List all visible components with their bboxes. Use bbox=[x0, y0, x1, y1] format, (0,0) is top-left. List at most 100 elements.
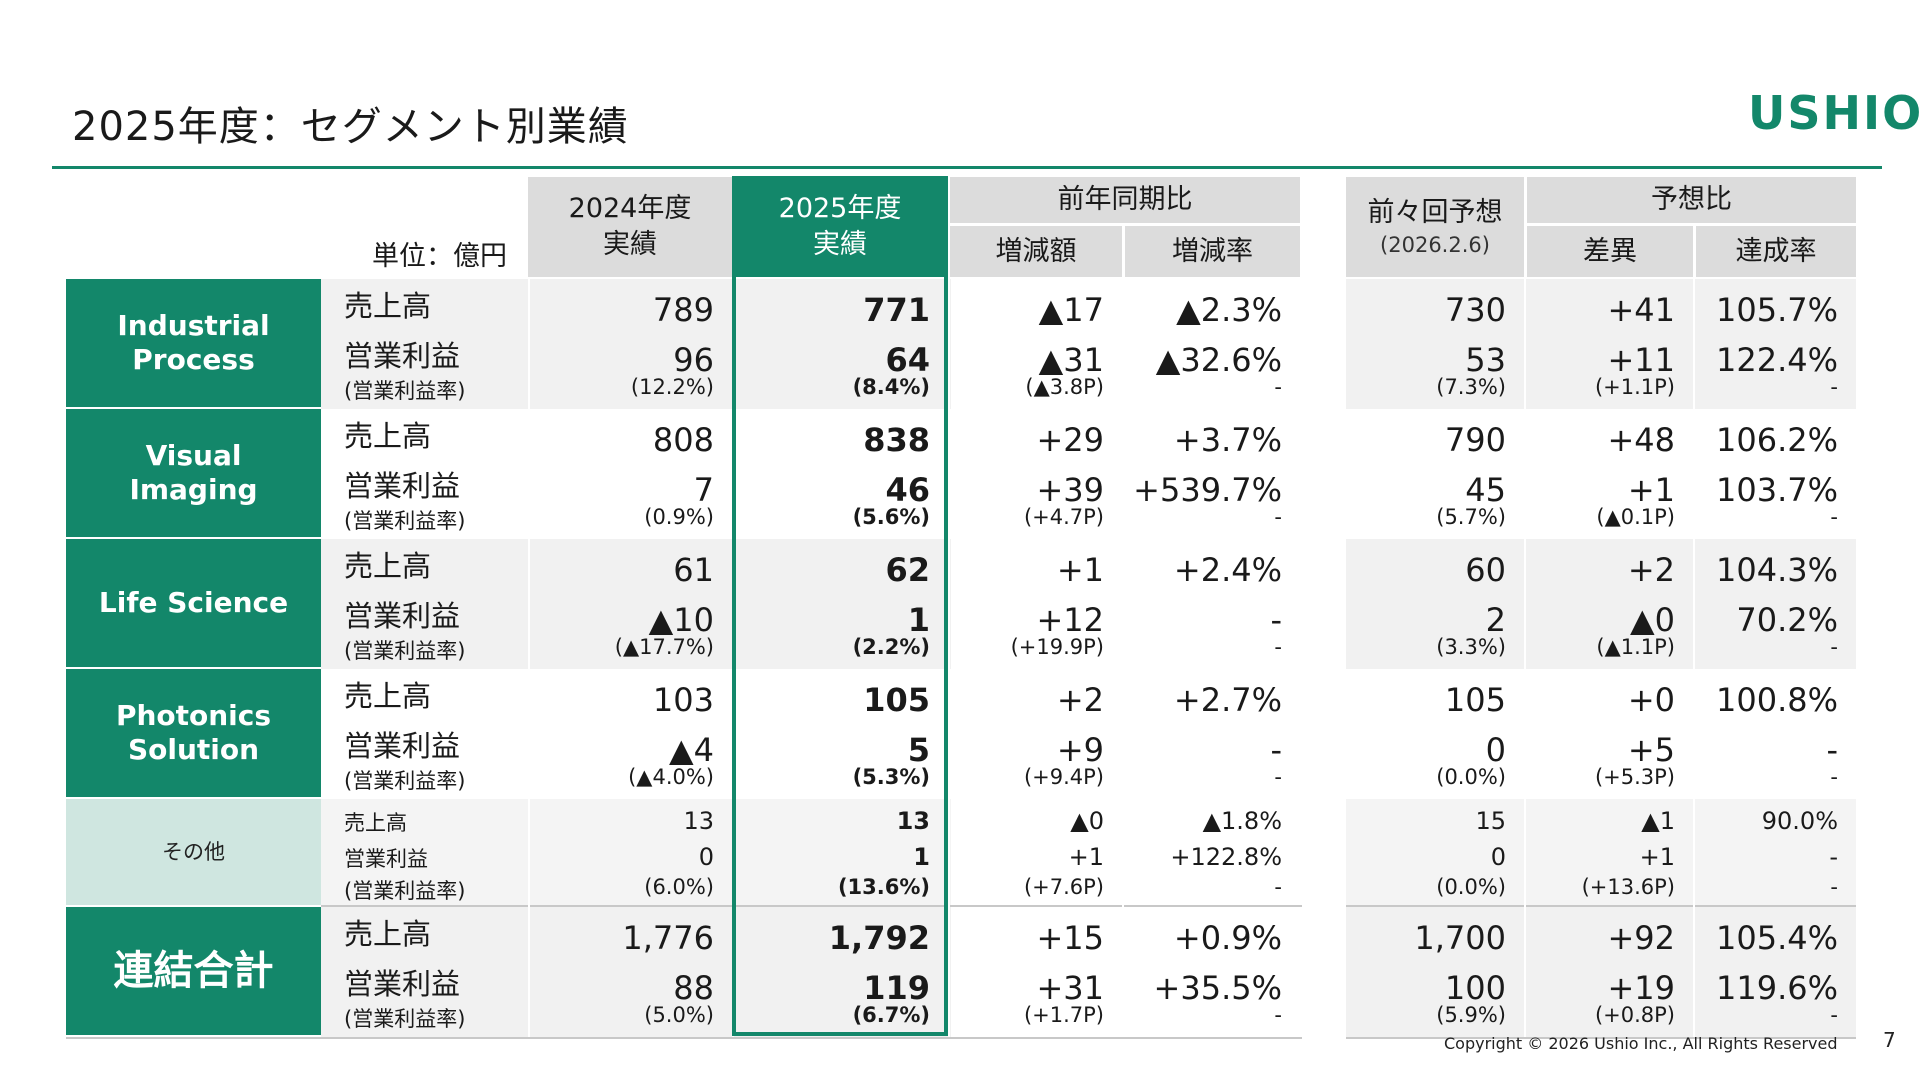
seg-consolidated-total-margin-fy2024: (5.0%) bbox=[644, 1003, 714, 1027]
ushio-logo: USHIO bbox=[1748, 86, 1920, 140]
header-fy2024-line1: 2024年度 bbox=[568, 193, 692, 224]
seg-industrial-process-sales-rate: ▲2.3% bbox=[1176, 291, 1282, 329]
seg-industrial-process-op-fc: 53 bbox=[1465, 341, 1506, 379]
header-fy2025-line1: 2025年度 bbox=[778, 193, 902, 224]
seg-consolidated-total-op-chg: +31 bbox=[1036, 969, 1104, 1007]
seg-visual-imaging-label: Visual Imaging bbox=[66, 409, 321, 539]
total-top-rule bbox=[321, 905, 1302, 907]
seg-life-science-sales-diff: +2 bbox=[1627, 551, 1675, 589]
seg-visual-imaging-op-fy2024: 7 bbox=[693, 471, 714, 509]
seg-photonics-solution-sales-rate: +2.7% bbox=[1173, 681, 1282, 719]
seg-industrial-process-sales-diff: +41 bbox=[1607, 291, 1675, 329]
seg-photonics-solution-op-diff: +5 bbox=[1627, 731, 1675, 769]
seg-industrial-process-op-label: 営業利益 bbox=[344, 339, 461, 373]
seg-consolidated-total-margin-ach: - bbox=[1830, 1003, 1838, 1027]
seg-industrial-process-sales-fy2025: 771 bbox=[863, 291, 930, 329]
seg-photonics-solution-op-rate: - bbox=[1270, 731, 1282, 769]
header-diff: 差異 bbox=[1527, 226, 1693, 277]
row-band bbox=[1346, 799, 1856, 907]
seg-consolidated-total-sales-ach: 105.4% bbox=[1715, 919, 1838, 957]
seg-visual-imaging-sales-fy2025: 838 bbox=[863, 421, 930, 459]
seg-visual-imaging-margin-fy2025: (5.6%) bbox=[852, 505, 930, 529]
row-band bbox=[321, 799, 951, 907]
seg-consolidated-total-margin-chg: (+1.7P) bbox=[1023, 1003, 1104, 1027]
seg-photonics-solution-margin-ach: - bbox=[1830, 765, 1838, 789]
seg-industrial-process-op-rate: ▲32.6% bbox=[1155, 341, 1282, 379]
seg-life-science-margin-ach: - bbox=[1830, 635, 1838, 659]
seg-consolidated-total-sales-chg: +15 bbox=[1036, 919, 1104, 957]
seg-life-science-op-rate: - bbox=[1270, 601, 1282, 639]
seg-photonics-solution-margin-diff: (+5.3P) bbox=[1594, 765, 1675, 789]
seg-photonics-solution-sales-ach: 100.8% bbox=[1715, 681, 1838, 719]
seg-industrial-process-op-chg: ▲31 bbox=[1038, 341, 1104, 379]
seg-life-science-sales-fc: 60 bbox=[1465, 551, 1506, 589]
seg-consolidated-total-op-diff: +19 bbox=[1607, 969, 1675, 1007]
row-band bbox=[321, 539, 951, 669]
seg-photonics-solution-op-fy2024: ▲4 bbox=[669, 731, 714, 769]
header-fy2024-line2: 実績 bbox=[603, 229, 657, 260]
row-band bbox=[321, 279, 951, 409]
seg-other-sales-ach: 90.0% bbox=[1761, 807, 1838, 835]
seg-life-science-op-chg: +12 bbox=[1036, 601, 1104, 639]
seg-visual-imaging-margin-label: (営業利益率) bbox=[344, 509, 466, 533]
seg-consolidated-total-op-fc: 100 bbox=[1444, 969, 1506, 1007]
unit-label: 単位：億円 bbox=[372, 241, 507, 272]
seg-other-op-rate: +122.8% bbox=[1170, 843, 1282, 871]
row-band bbox=[1346, 539, 1856, 669]
seg-industrial-process-sales-fy2024: 789 bbox=[652, 291, 714, 329]
header-fy2025-line2: 実績 bbox=[813, 229, 867, 260]
seg-other-op-label: 営業利益 bbox=[344, 847, 428, 871]
seg-visual-imaging-sales-label: 売上高 bbox=[344, 419, 432, 453]
page-title: 2025年度：セグメント別業績 bbox=[72, 104, 629, 150]
seg-other-margin-ach: - bbox=[1830, 875, 1838, 899]
seg-life-science-op-fy2024: ▲10 bbox=[648, 601, 714, 639]
header-yoy-change: 増減額 bbox=[950, 226, 1122, 277]
seg-photonics-solution-op-label: 営業利益 bbox=[344, 729, 461, 763]
seg-other-margin-fy2025: (13.6%) bbox=[837, 875, 930, 899]
seg-other-op-fy2025: 1 bbox=[913, 843, 930, 871]
seg-life-science-op-fy2025: 1 bbox=[907, 601, 930, 639]
seg-industrial-process-margin-rate: - bbox=[1274, 375, 1282, 399]
seg-industrial-process-margin-chg: (▲3.8P) bbox=[1025, 375, 1104, 399]
seg-life-science-margin-fy2025: (2.2%) bbox=[852, 635, 930, 659]
seg-other-margin-diff: (+13.6P) bbox=[1581, 875, 1675, 899]
seg-visual-imaging-op-label: 営業利益 bbox=[344, 469, 461, 503]
header-fy2025: 2025年度 実績 bbox=[732, 177, 948, 277]
seg-life-science-margin-rate: - bbox=[1274, 635, 1282, 659]
seg-life-science-sales-fy2025: 62 bbox=[885, 551, 930, 589]
seg-life-science-margin-diff: (▲1.1P) bbox=[1596, 635, 1675, 659]
seg-life-science-margin-label: (営業利益率) bbox=[344, 639, 466, 663]
column-separator bbox=[1693, 279, 1695, 1037]
seg-consolidated-total-margin-fy2025: (6.7%) bbox=[852, 1003, 930, 1027]
seg-photonics-solution-op-chg: +9 bbox=[1056, 731, 1104, 769]
seg-industrial-process-sales-label: 売上高 bbox=[344, 289, 432, 323]
seg-life-science-margin-chg: (+19.9P) bbox=[1010, 635, 1104, 659]
seg-life-science-margin-fy2024: (▲17.7%) bbox=[614, 635, 714, 659]
seg-other-margin-fc: (0.0%) bbox=[1436, 875, 1506, 899]
seg-industrial-process-op-fy2025: 64 bbox=[885, 341, 930, 379]
seg-photonics-solution-margin-fc: (0.0%) bbox=[1436, 765, 1506, 789]
header-prev-forecast-label: 前々回予想 bbox=[1367, 197, 1503, 228]
seg-photonics-solution-margin-chg: (+9.4P) bbox=[1023, 765, 1104, 789]
seg-visual-imaging-margin-rate: - bbox=[1274, 505, 1282, 529]
seg-other-op-diff: +1 bbox=[1639, 843, 1675, 871]
seg-other-sales-fy2025: 13 bbox=[896, 807, 930, 835]
seg-other-sales-diff: ▲1 bbox=[1641, 807, 1675, 835]
seg-other-op-fc: 0 bbox=[1490, 843, 1506, 871]
seg-life-science-op-label: 営業利益 bbox=[344, 599, 461, 633]
seg-photonics-solution-margin-label: (営業利益率) bbox=[344, 769, 466, 793]
seg-photonics-solution-op-fy2025: 5 bbox=[907, 731, 930, 769]
table-bottom-rule bbox=[1346, 1037, 1856, 1039]
seg-visual-imaging-margin-fc: (5.7%) bbox=[1436, 505, 1506, 529]
seg-industrial-process-margin-ach: - bbox=[1830, 375, 1838, 399]
seg-photonics-solution-sales-diff: +0 bbox=[1627, 681, 1675, 719]
seg-other-margin-fy2024: (6.0%) bbox=[644, 875, 714, 899]
header-yoy: 前年同期比 bbox=[950, 177, 1300, 223]
seg-visual-imaging-op-chg: +39 bbox=[1036, 471, 1104, 509]
seg-photonics-solution-margin-fy2024: (▲4.0%) bbox=[628, 765, 714, 789]
seg-other-op-ach: - bbox=[1829, 843, 1838, 871]
column-separator bbox=[948, 279, 950, 1037]
header-achievement: 達成率 bbox=[1696, 226, 1856, 277]
seg-photonics-solution-sales-label: 売上高 bbox=[344, 679, 432, 713]
seg-other-margin-chg: (+7.6P) bbox=[1023, 875, 1104, 899]
